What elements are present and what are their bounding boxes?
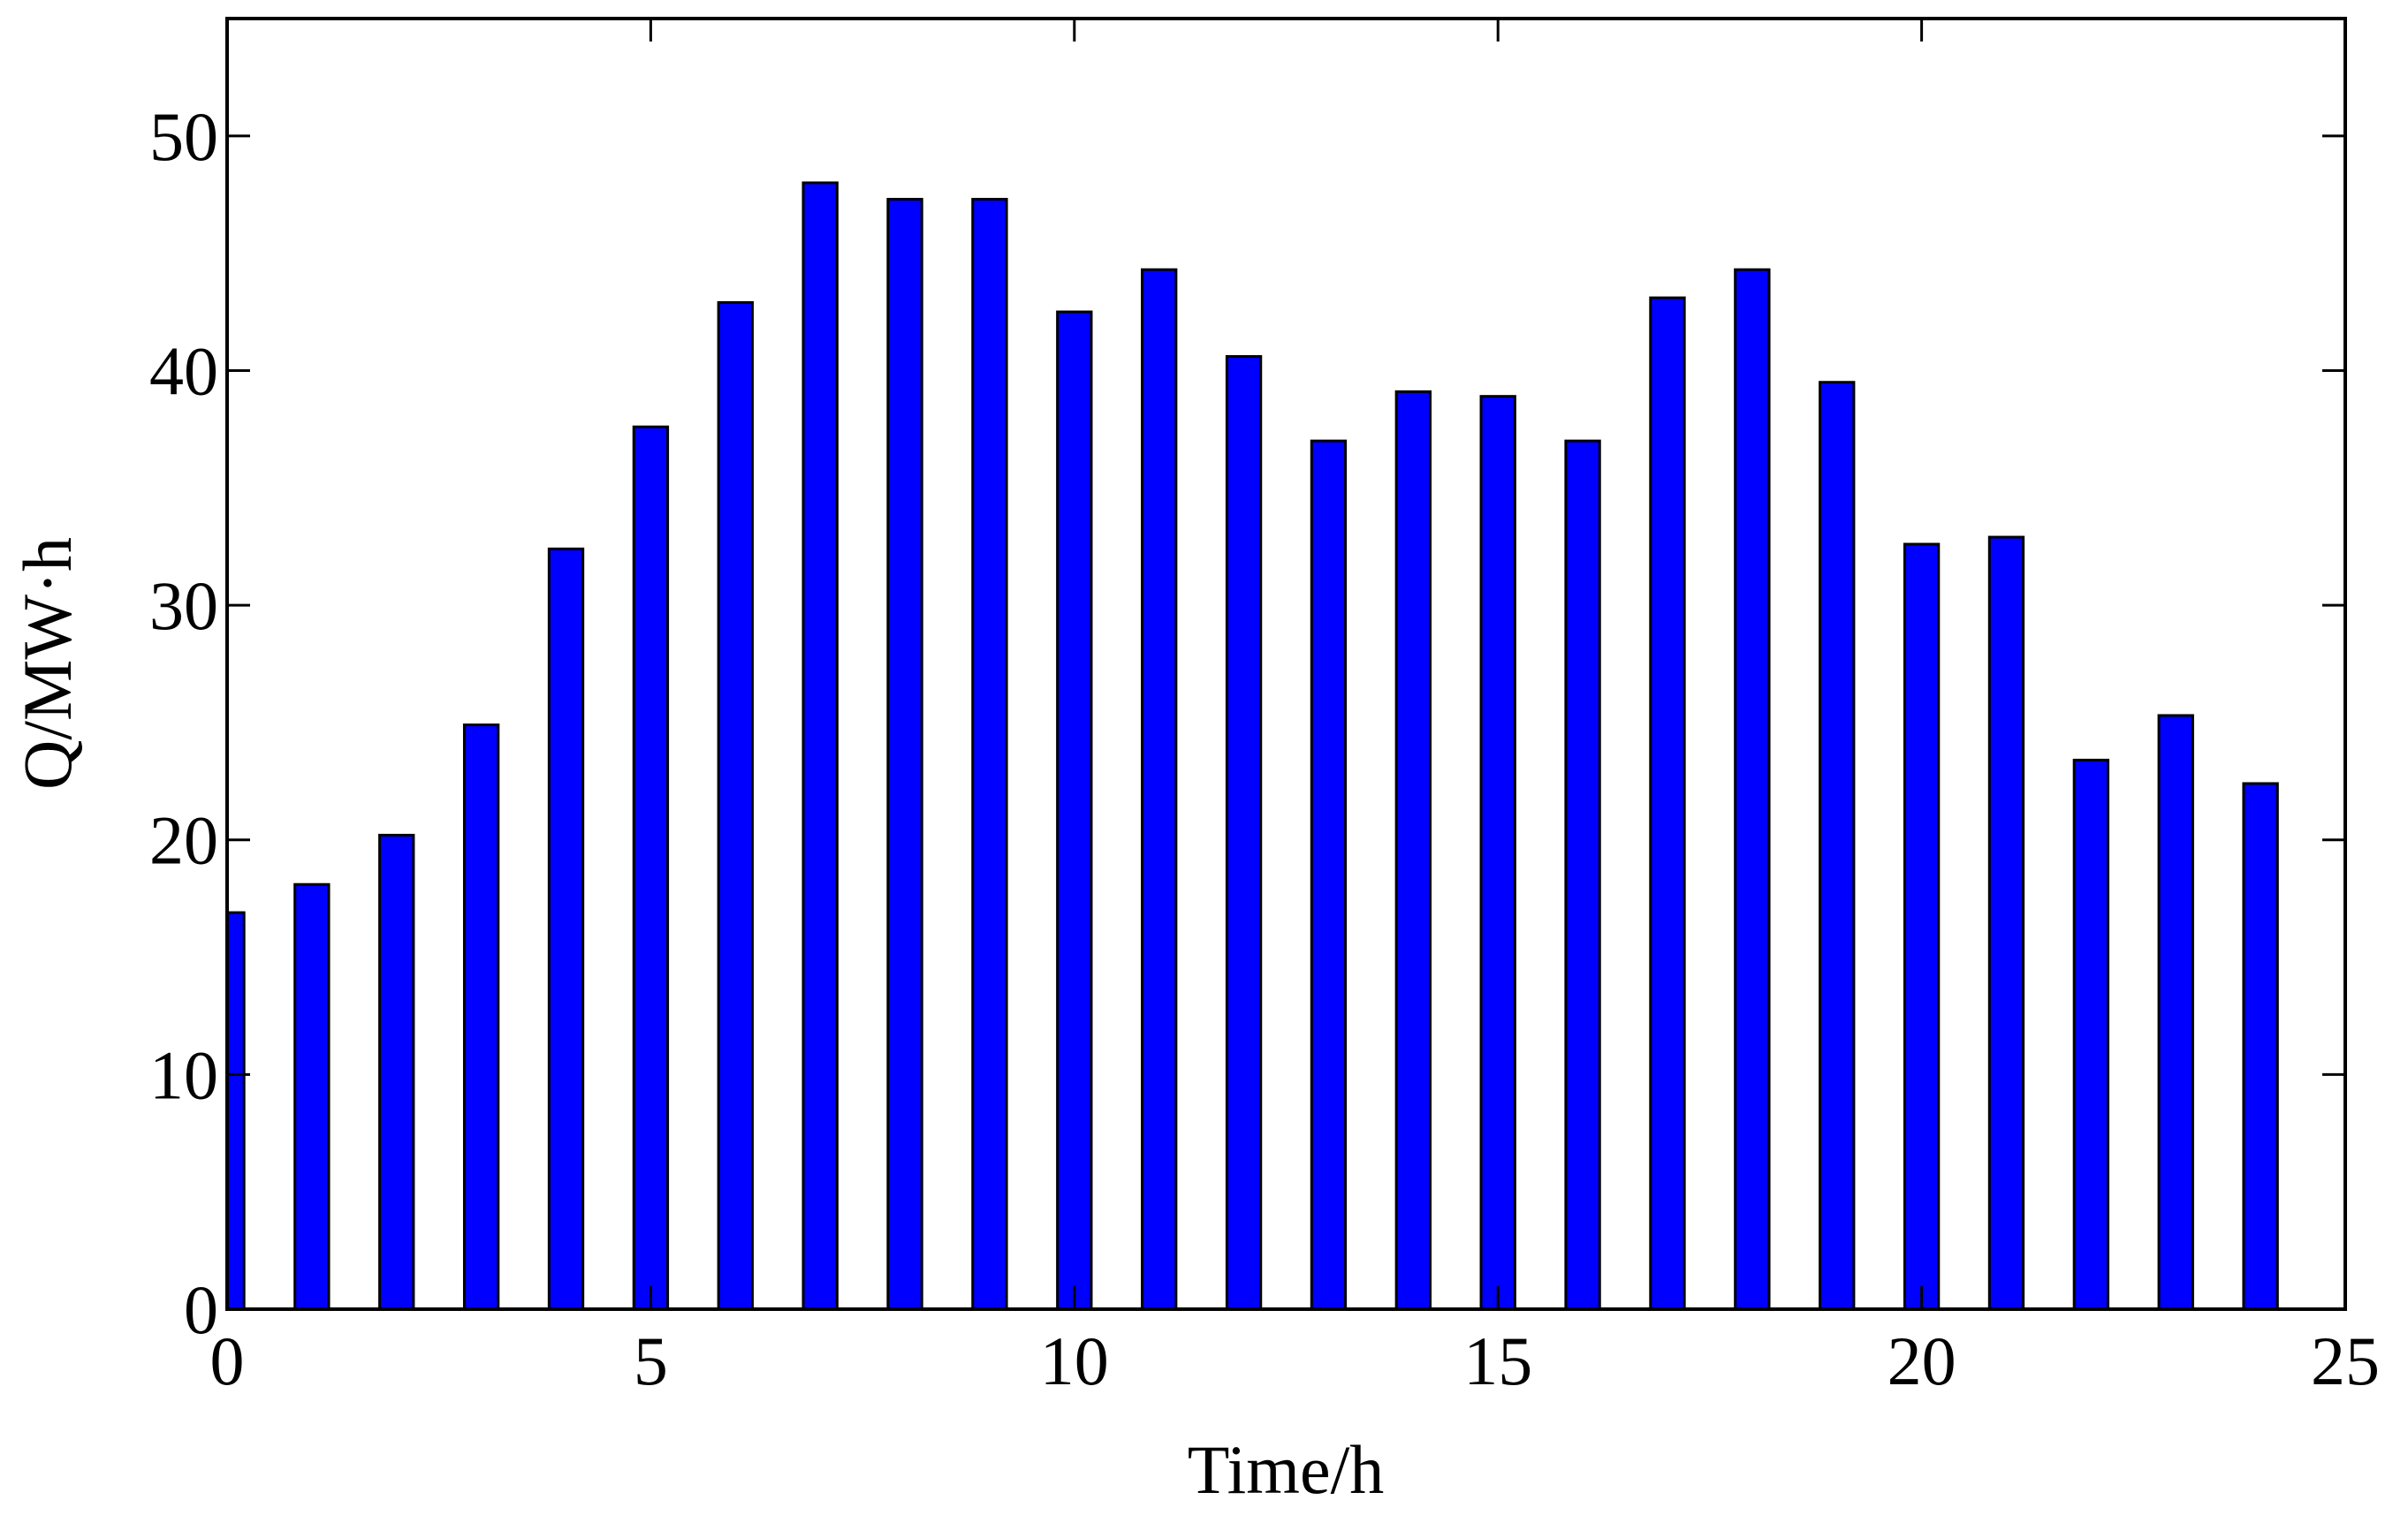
bar: [1649, 296, 1686, 1309]
bar: [632, 425, 670, 1309]
bar: [1479, 395, 1516, 1309]
bar: [1225, 355, 1263, 1309]
y-tick-label: 20: [149, 802, 218, 879]
bar: [462, 723, 500, 1309]
bar: [293, 882, 330, 1309]
bar: [2072, 758, 2110, 1309]
bar: [1310, 439, 1348, 1309]
y-tick-label: 40: [149, 332, 218, 409]
bar: [1564, 439, 1601, 1309]
x-tick-label: 25: [2311, 1322, 2380, 1399]
bar: [1734, 268, 1771, 1309]
bar: [1394, 390, 1432, 1309]
y-tick-label: 30: [149, 567, 218, 644]
bar: [1819, 381, 1856, 1309]
x-tick-label: 20: [1888, 1322, 1956, 1399]
bar: [717, 300, 754, 1309]
y-tick-label: 50: [149, 98, 218, 175]
y-axis-label: Q/MW·h: [9, 537, 86, 790]
bar: [971, 198, 1008, 1309]
bar: [547, 547, 585, 1309]
y-tick-label: 10: [149, 1036, 218, 1113]
x-tick-label: 0: [210, 1322, 245, 1399]
bar: [801, 181, 839, 1309]
bar: [378, 833, 415, 1309]
bar: [1056, 310, 1093, 1309]
bar: [2157, 714, 2194, 1309]
bar: [886, 198, 923, 1309]
x-tick-label: 10: [1040, 1322, 1109, 1399]
bar: [1141, 268, 1178, 1309]
x-tick-label: 15: [1463, 1322, 1532, 1399]
bar: [2242, 782, 2279, 1309]
bar: [1903, 542, 1941, 1309]
bar: [1987, 535, 2025, 1309]
axes-frame: [225, 17, 2347, 1311]
plot-area: [227, 181, 2279, 1309]
x-axis-label: Time/h: [1188, 1431, 1385, 1508]
x-tick-label: 5: [634, 1322, 668, 1399]
y-tick-label: 0: [184, 1271, 218, 1348]
